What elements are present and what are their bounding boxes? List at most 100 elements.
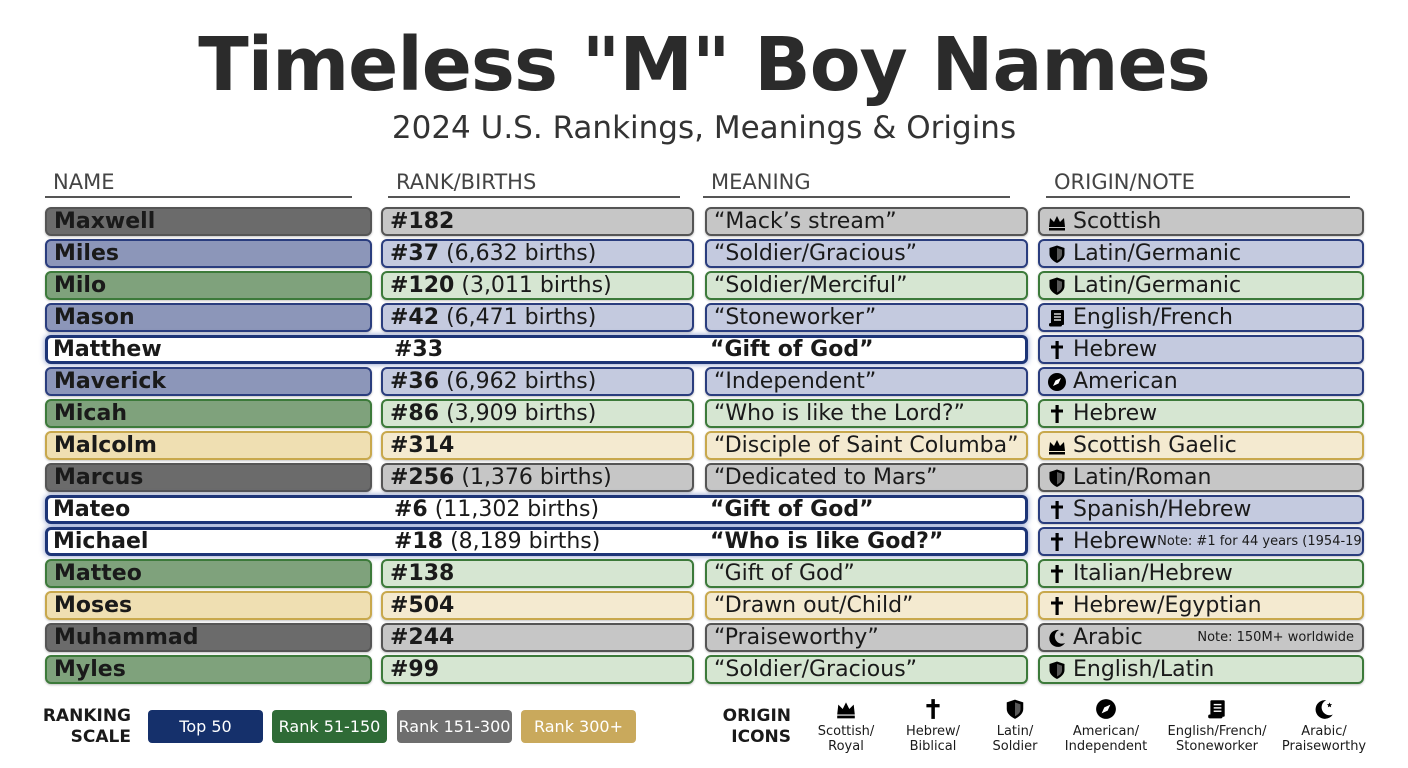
meaning: “Gift of God” (705, 559, 1028, 588)
icon-shield (1049, 469, 1065, 487)
origin-cell: Latin/Germanic (1038, 271, 1364, 300)
legend-swatch: Rank 51-150 (272, 710, 387, 743)
rank-births: #182 (381, 207, 694, 236)
rank-births: #138 (381, 559, 694, 588)
origin: Spanish/Hebrew (1073, 497, 1252, 522)
name: Matthew (53, 337, 162, 362)
legend-icon-graphic (950, 698, 1080, 724)
origin-cell: Hebrew Note: #1 for 44 years (1954-1998) (1038, 527, 1364, 556)
legend-icon-label: Arabic/ (1301, 724, 1347, 739)
births: (6,632 births) (446, 241, 597, 266)
icon-cross (926, 699, 940, 719)
legend-icon-label: Biblical (909, 739, 957, 754)
legend-icon-label: Soldier (992, 739, 1038, 754)
meaning: “Disciple of Saint Columba” (705, 431, 1028, 460)
rank: #33 (394, 337, 444, 362)
origin: English/Latin (1073, 657, 1215, 682)
name: Maxwell (45, 207, 372, 236)
rank-births: #36 (6,962 births) (381, 367, 694, 396)
origin: Hebrew/Egyptian (1073, 593, 1262, 618)
legend-icon-label: Royal (828, 739, 864, 754)
rank: #182 (390, 209, 455, 234)
name: Myles (45, 655, 372, 684)
subtitle: 2024 U.S. Rankings, Meanings & Origins (391, 110, 1017, 146)
note: Note: 150M+ worldwide (1197, 630, 1354, 645)
meaning: “Who is like God?” (710, 529, 944, 554)
rank: #244 (390, 625, 455, 650)
origin-cell: Hebrew (1038, 399, 1364, 428)
icon-shield (1049, 245, 1065, 263)
name: Marcus (45, 463, 372, 492)
origin: Hebrew (1073, 529, 1158, 554)
name: Malcolm (45, 431, 372, 460)
meaning: “Praiseworthy” (705, 623, 1028, 652)
rank-births: #99 (381, 655, 694, 684)
meaning: “Soldier/Gracious” (705, 239, 1028, 268)
icon-shield (1049, 277, 1065, 295)
origin-cell: Hebrew (1038, 335, 1364, 364)
legend-icon: English/French/Stoneworker (1152, 698, 1282, 754)
origin-cell: Latin/Roman (1038, 463, 1364, 492)
rank-births: #42 (6,471 births) (381, 303, 694, 332)
rank: #36 (390, 369, 440, 394)
column-header: MEANING (703, 170, 1010, 198)
legend-icon-label: Independent (1064, 739, 1148, 754)
legend-title: RANKING (42, 706, 131, 726)
legend-swatch: Rank 151-300 (397, 710, 512, 743)
rank: #99 (390, 657, 440, 682)
origin-cell: American (1038, 367, 1364, 396)
births: (3,011 births) (461, 273, 612, 298)
rank: #18 (394, 529, 444, 554)
legend-icon-graphic (868, 698, 998, 724)
origin: Scottish Gaelic (1073, 433, 1237, 458)
origin-cell: Hebrew/Egyptian (1038, 591, 1364, 620)
legend-icon: Latin/Soldier (950, 698, 1080, 754)
legend-icon: Scottish/Royal (781, 698, 911, 754)
rank-births: #244 (381, 623, 694, 652)
name: Maverick (45, 367, 372, 396)
highlight-row: Mateo #6 (11,302 births) “Gift of God” (45, 495, 1028, 524)
meaning: “Gift of God” (710, 497, 874, 522)
meaning: “Mack’s stream” (705, 207, 1028, 236)
icon-crescent (1049, 629, 1065, 647)
rank-births: #18 (8,189 births) (394, 529, 601, 554)
rank-births: #314 (381, 431, 694, 460)
icon-shield (1006, 699, 1024, 719)
name: Michael (53, 529, 149, 554)
column-header: RANK/BIRTHS (388, 170, 680, 198)
legend-icon-label: English/French/ (1167, 724, 1267, 739)
name: Mason (45, 303, 372, 332)
births: (8,189 births) (450, 529, 601, 554)
icon-compass (1048, 372, 1066, 391)
origin-cell: Spanish/Hebrew (1038, 495, 1364, 524)
rank-births: #33 (394, 337, 444, 362)
legend-icon-label: Scottish/ (817, 724, 875, 739)
icon-cross (1051, 404, 1063, 423)
title: Timeless "M" Boy Names (198, 22, 1211, 108)
rank-births: #86 (3,909 births) (381, 399, 694, 428)
legend-icon-label: American/ (1072, 724, 1140, 739)
meaning: “Stoneworker” (705, 303, 1028, 332)
rank: #256 (390, 465, 455, 490)
origin: American (1073, 369, 1178, 394)
origin-cell: Italian/Hebrew (1038, 559, 1364, 588)
legend-icon: American/Independent (1041, 698, 1171, 754)
name: Moses (45, 591, 372, 620)
legend-title: SCALE (70, 727, 131, 747)
legend-icon-graphic (1152, 698, 1282, 724)
meaning: “Independent” (705, 367, 1028, 396)
rank: #138 (390, 561, 455, 586)
origin: Hebrew (1073, 401, 1158, 426)
births: (1,376 births) (461, 465, 612, 490)
legend-icon-label: Hebrew/ (905, 724, 961, 739)
legend-swatch: Top 50 (148, 710, 263, 743)
origin-cell: Scottish (1038, 207, 1364, 236)
legend-icon-graphic (781, 698, 911, 724)
rank: #504 (390, 593, 455, 618)
rank-births: #120 (3,011 births) (381, 271, 694, 300)
origin: Latin/Germanic (1073, 273, 1242, 298)
name: Matteo (45, 559, 372, 588)
name: Miles (45, 239, 372, 268)
meaning: “Drawn out/Child” (705, 591, 1028, 620)
icon-crescent (1315, 700, 1333, 719)
